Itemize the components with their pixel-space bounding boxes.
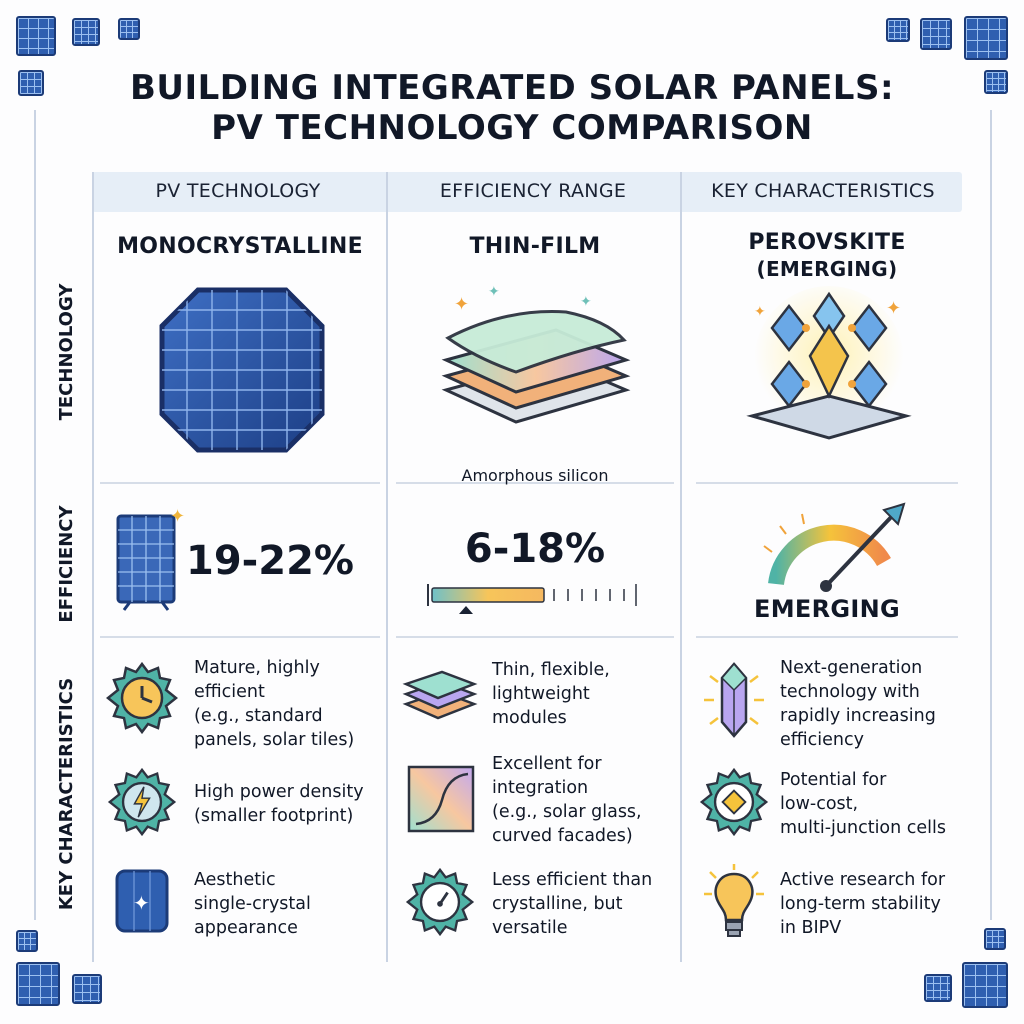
- corner-solar-tile-icon: [72, 18, 100, 46]
- corner-solar-tile-icon: [962, 962, 1008, 1008]
- grid-line-col-1: [386, 172, 388, 962]
- column-header-key-characteristics: KEY CHARACTERISTICS: [711, 180, 935, 202]
- characteristic-text: Potential for low-cost, multi-junction c…: [780, 770, 947, 838]
- characteristic-text: Thin, flexible, lightweight modules: [492, 660, 610, 728]
- row-label-technology: TECHNOLOGY: [56, 283, 77, 421]
- svg-text:✦: ✦: [886, 298, 901, 319]
- characteristic-text: Aesthetic single-crystal appearance: [194, 870, 311, 938]
- tech-name-perovskite-line2: (EMERGING): [756, 257, 898, 281]
- page-title: BUILDING INTEGRATED SOLAR PANELS: PV TEC…: [0, 68, 1024, 148]
- efficiency-value-monocrystalline: 19-22%: [186, 538, 355, 584]
- efficiency-scale-bar-icon: [427, 584, 637, 614]
- efficiency-value-perovskite: EMERGING: [754, 595, 900, 623]
- characteristic-text: Next-generation technology with rapidly …: [780, 658, 936, 750]
- grid-line-row-2: [396, 636, 674, 638]
- characteristic-text: Mature, highly efficient (e.g., standard…: [194, 658, 355, 750]
- tech-caption-amorphous-silicon: Amorphous silicon: [461, 466, 609, 485]
- svg-text:✦: ✦: [454, 294, 469, 315]
- corner-solar-tile-icon: [16, 16, 56, 56]
- row-label-efficiency: EFFICIENCY: [56, 505, 77, 623]
- thin-layers-icon: [402, 670, 478, 720]
- corner-solar-tile-icon: [984, 928, 1006, 950]
- stacked-film-layers-icon: ✦ ✦ ✦: [441, 284, 631, 424]
- characteristic-text: High power density (smaller footprint): [194, 782, 364, 826]
- grid-line-row-1: [696, 482, 958, 484]
- characteristic-text: Less efficient than crystalline, but ver…: [492, 870, 653, 938]
- tech-name-monocrystalline: MONOCRYSTALLINE: [117, 234, 363, 259]
- corner-solar-tile-icon: [984, 70, 1008, 94]
- characteristic-text: Active research for long-term stability …: [780, 870, 946, 938]
- curved-glass-icon: [407, 765, 475, 833]
- grid-line-row-1: [100, 482, 380, 484]
- single-crystal-cell-icon: ✦: [115, 869, 169, 933]
- solar-panel-sparkle-icon: ✦: [116, 506, 185, 611]
- rising-gauge-arrow-icon: [763, 502, 906, 592]
- grid-line-row-2: [696, 636, 958, 638]
- gear-gauge-icon: [405, 867, 475, 937]
- svg-text:✦: ✦: [133, 891, 150, 915]
- svg-text:✦: ✦: [488, 284, 500, 300]
- corner-solar-tile-icon: [886, 18, 910, 42]
- lightbulb-icon: [704, 864, 764, 937]
- grid-line-row-2: [100, 636, 380, 638]
- frame-line-right: [990, 110, 992, 920]
- frame-line-left: [34, 110, 36, 920]
- tech-name-perovskite-line1: PEROVSKITE: [748, 230, 906, 255]
- octagonal-mono-cell-icon: [159, 287, 325, 453]
- svg-text:✦: ✦: [580, 294, 592, 310]
- corner-solar-tile-icon: [72, 974, 102, 1004]
- corner-solar-tile-icon: [16, 930, 38, 952]
- perovskite-crystal-lattice-icon: ✦ ✦: [746, 286, 912, 440]
- efficiency-value-thin-film: 6-18%: [464, 526, 606, 572]
- grid-line-row-1: [396, 482, 674, 484]
- corner-solar-tile-icon: [920, 18, 952, 50]
- corner-solar-tile-icon: [964, 16, 1008, 60]
- column-header-efficiency-range: EFFICIENCY RANGE: [439, 180, 627, 202]
- corner-solar-tile-icon: [18, 70, 44, 96]
- column-header-pv-technology: PV TECHNOLOGY: [155, 180, 321, 202]
- gear-clock-icon: [105, 661, 179, 735]
- title-line-2: PV TECHNOLOGY COMPARISON: [211, 108, 813, 148]
- column-header-band: [92, 172, 962, 212]
- gear-diamond-icon: [699, 767, 769, 837]
- corner-solar-tile-icon: [924, 974, 952, 1002]
- svg-text:✦: ✦: [754, 304, 766, 320]
- glowing-crystal-icon: [704, 662, 764, 738]
- row-label-key-characteristics: KEY CHARACTERISTICS: [56, 677, 77, 911]
- svg-text:✦: ✦: [170, 506, 185, 527]
- tech-name-thin-film: THIN-FILM: [469, 234, 601, 259]
- gear-lightning-icon: [107, 767, 177, 837]
- grid-line-col-2: [680, 172, 682, 962]
- corner-solar-tile-icon: [16, 962, 60, 1006]
- tech-name-perovskite: PEROVSKITE (EMERGING): [696, 230, 958, 282]
- grid-line-left: [92, 172, 94, 962]
- corner-solar-tile-icon: [118, 18, 140, 40]
- characteristic-text: Excellent for integration (e.g., solar g…: [492, 754, 642, 846]
- title-line-1: BUILDING INTEGRATED SOLAR PANELS:: [129, 68, 895, 108]
